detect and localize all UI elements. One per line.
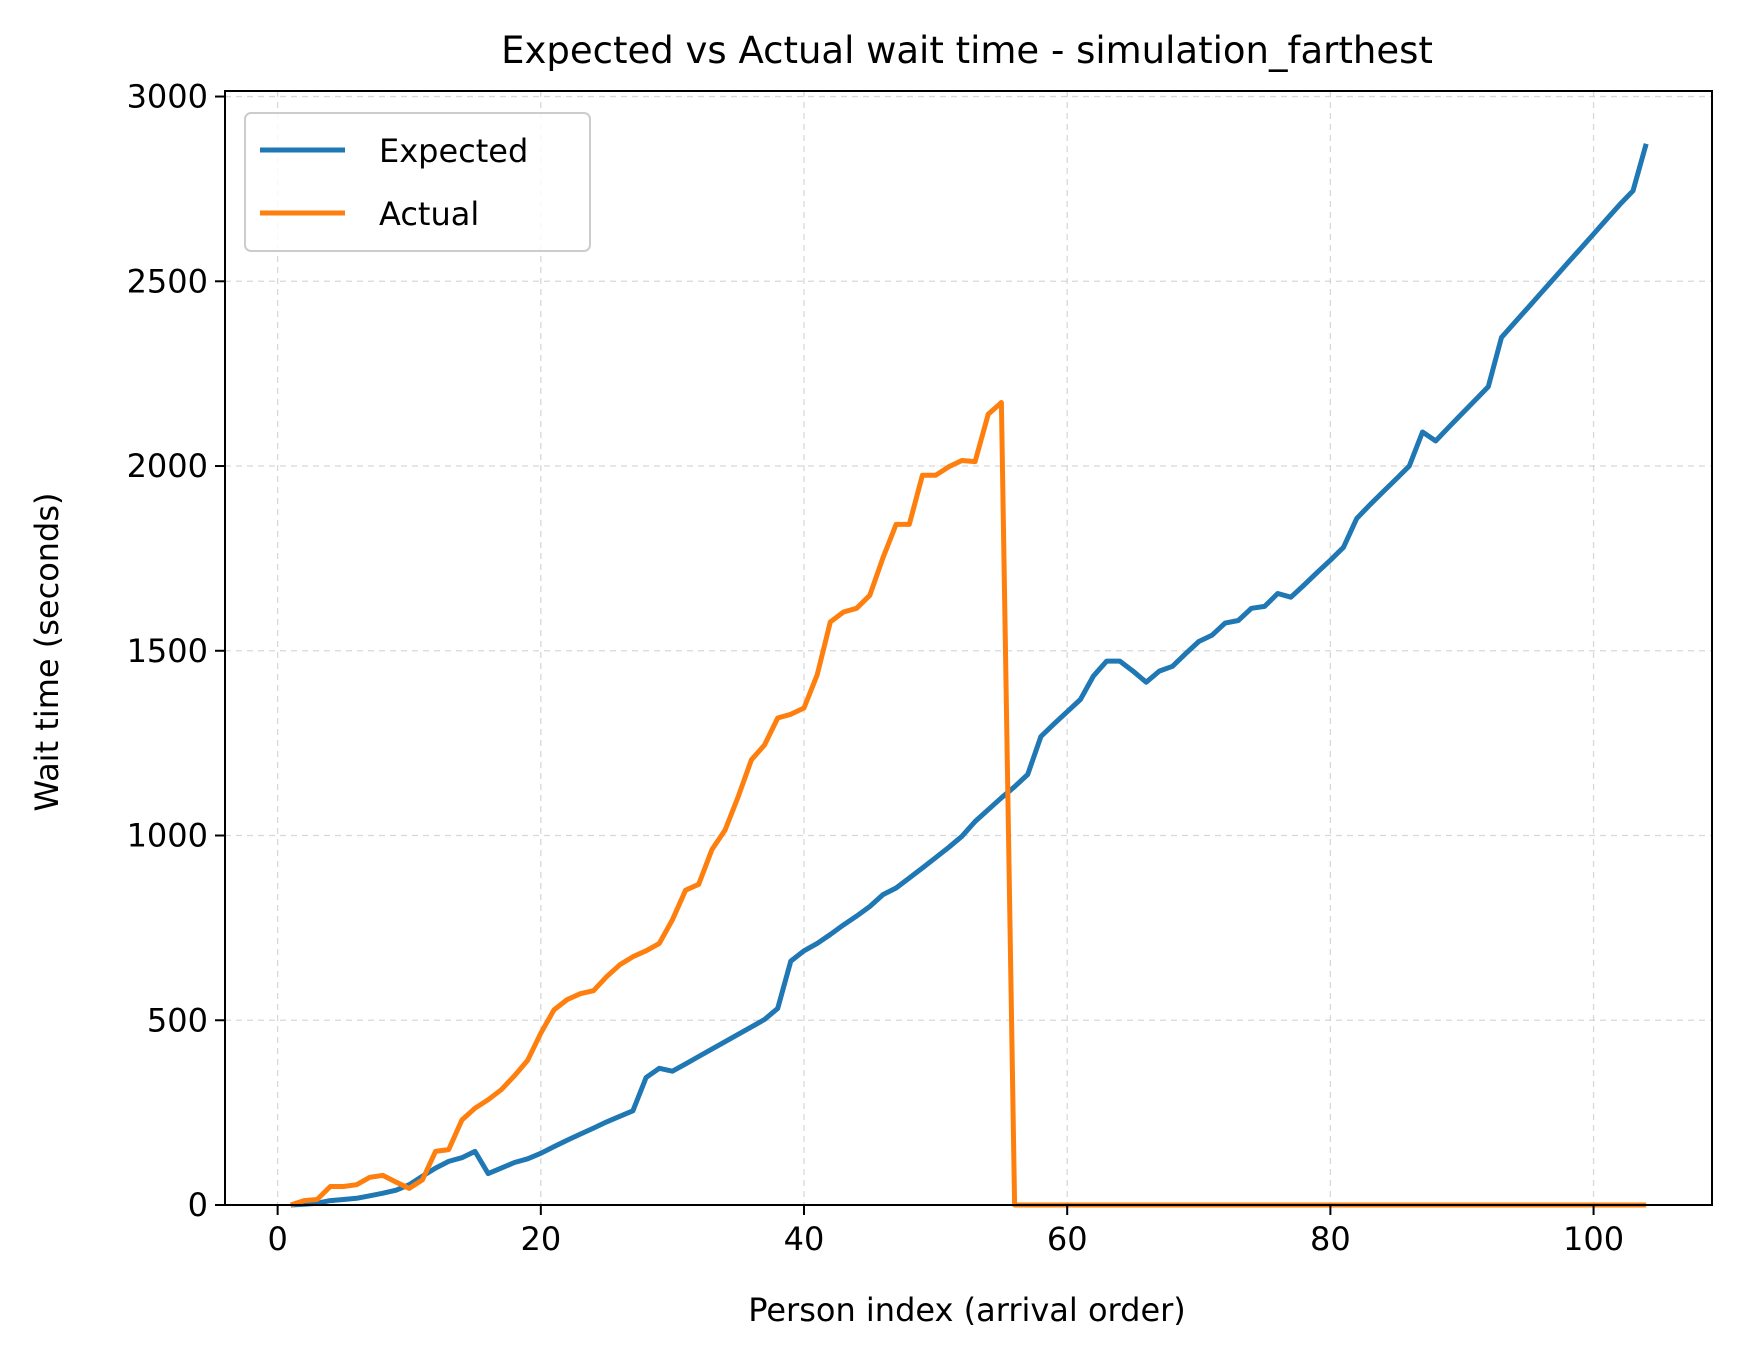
x-tick-label: 20 xyxy=(520,1220,561,1258)
x-tick-label: 60 xyxy=(1047,1220,1088,1258)
y-axis-label: Wait time (seconds) xyxy=(28,492,66,811)
legend-label-expected: Expected xyxy=(379,132,528,170)
x-tick-label: 40 xyxy=(784,1220,825,1258)
y-tick-label: 2000 xyxy=(127,447,208,485)
legend: Expected Actual xyxy=(244,112,591,252)
x-axis-ticks: 0 20 40 60 80 100 xyxy=(267,1205,1624,1258)
y-tick-label: 500 xyxy=(147,1001,208,1039)
chart-title: Expected vs Actual wait time - simulatio… xyxy=(501,29,1433,72)
y-tick-label: 2500 xyxy=(127,262,208,300)
plot-frame xyxy=(224,90,1713,1206)
x-tick-label: 0 xyxy=(267,1220,287,1258)
series-line-expected xyxy=(290,143,1649,1208)
x-tick-label: 80 xyxy=(1310,1220,1351,1258)
y-tick-label: 0 xyxy=(188,1186,208,1224)
legend-label-actual: Actual xyxy=(379,195,479,233)
y-tick-label: 3000 xyxy=(127,78,208,116)
y-tick-label: 1000 xyxy=(127,817,208,855)
y-tick-label: 1500 xyxy=(127,632,208,670)
x-axis-label: Person index (arrival order) xyxy=(748,1291,1186,1329)
x-tick-label: 100 xyxy=(1563,1220,1624,1258)
y-axis-ticks: 0 500 1000 1500 2000 2500 3000 xyxy=(127,78,225,1224)
